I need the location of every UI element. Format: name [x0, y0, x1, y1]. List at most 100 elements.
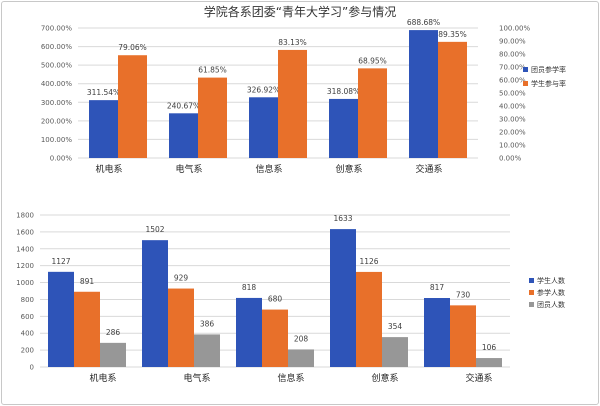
chart1-bar: [278, 49, 307, 158]
chart2-bar: [356, 271, 382, 367]
chart1-data-label: 79.06%: [118, 43, 147, 52]
chart1-left-tick-label: 700.00%: [41, 25, 72, 33]
chart1-bar: [118, 55, 147, 158]
chart1-category-label: 信息系: [255, 163, 282, 175]
chart1-bar: [438, 41, 467, 158]
chart2-tick-label: 400: [21, 330, 34, 338]
chart2-data-label: 386: [200, 319, 215, 328]
chart1-data-label: 89.35%: [438, 30, 467, 39]
chart2-bar: [450, 305, 476, 367]
chart2-tick-label: 800: [21, 296, 34, 304]
chart2-bar: [382, 337, 408, 367]
chart1-legend-swatch: [523, 67, 528, 72]
chart1-data-label: 326.92%: [247, 85, 280, 94]
chart2-legend-swatch: [529, 278, 534, 283]
chart1-right-tick-label: 20.00%: [499, 129, 526, 137]
chart1-bar: [89, 100, 118, 158]
chart2-bar: [194, 334, 220, 367]
chart2-bar: [424, 298, 450, 367]
chart1-data-label: 318.08%: [327, 87, 360, 96]
chart2-data-label: 891: [80, 277, 95, 286]
chart1-right-tick-label: 90.00%: [499, 38, 526, 46]
chart2-bar: [142, 240, 168, 367]
chart2-data-label: 1502: [145, 225, 164, 234]
chart1-data-label: 240.67%: [167, 101, 200, 110]
chart2-data-label: 106: [482, 343, 497, 352]
chart2-data-label: 1127: [51, 257, 70, 266]
chart1-right-tick-label: 80.00%: [499, 51, 526, 59]
chart2-data-label: 818: [242, 283, 257, 292]
chart2-legend-swatch: [529, 302, 534, 307]
chart2-data-label: 1633: [333, 214, 352, 223]
chart1-right-tick-label: 100.00%: [499, 25, 530, 33]
chart2-tick-label: 1800: [16, 212, 34, 220]
chart2-category-label: 电气系: [183, 372, 210, 384]
chart2-tick-label: 1200: [16, 262, 34, 270]
chart1-bar: [169, 113, 198, 158]
chart2-data-label: 208: [294, 334, 309, 343]
chart1-left-tick-label: 600.00%: [41, 43, 72, 51]
chart1-data-label: 68.95%: [358, 56, 387, 65]
chart2-data-label: 929: [174, 274, 189, 283]
chart1-left-tick-label: 0.00%: [50, 155, 73, 163]
chart2-tick-label: 600: [21, 313, 34, 321]
chart1-right-tick-label: 70.00%: [499, 64, 526, 72]
chart1-bar: [198, 77, 227, 158]
chart1-data-label: 83.13%: [278, 38, 307, 47]
chart1-title: 学院各系团委“青年大学习”参与情况: [204, 4, 396, 19]
chart2-category-label: 交通系: [465, 372, 492, 384]
chart2-bar: [74, 291, 100, 367]
chart1-right-tick-label: 10.00%: [499, 142, 526, 150]
chart1-bar: [249, 97, 278, 158]
chart2-tick-label: 200: [21, 347, 34, 355]
chart2-bar: [330, 229, 356, 367]
chart2-bar: [100, 342, 126, 367]
chart1-category-label: 电气系: [175, 163, 202, 175]
chart1-data-label: 61.85%: [198, 66, 227, 75]
chart1-category-label: 机电系: [95, 163, 122, 175]
chart1-legend-label: 团员参学率: [531, 65, 566, 74]
chart2-data-label: 817: [430, 283, 445, 292]
chart1-legend-label: 学生参与率: [531, 79, 566, 88]
chart2-tick-label: 1400: [16, 245, 34, 253]
chart1-legend-swatch: [523, 81, 528, 86]
chart2-legend-label: 学生人数: [537, 276, 565, 285]
chart1-left-tick-label: 500.00%: [41, 62, 72, 70]
chart1-right-tick-label: 60.00%: [499, 77, 526, 85]
chart2-legend-label: 参学人数: [537, 288, 565, 297]
chart2-data-label: 730: [456, 290, 471, 299]
chart2-tick-label: 1000: [16, 279, 34, 287]
chart2-data-label: 286: [106, 328, 121, 337]
chart2-bar: [236, 297, 262, 367]
chart2-category-label: 信息系: [277, 372, 304, 384]
chart2-category-label: 创意系: [371, 372, 398, 384]
chart1-left-tick-label: 100.00%: [41, 136, 72, 144]
chart2-legend-swatch: [529, 290, 534, 295]
chart2-bar: [288, 349, 314, 367]
chart1-left-tick-label: 200.00%: [41, 117, 72, 125]
chart2-data-label: 1126: [359, 257, 378, 266]
chart1-category-label: 交通系: [415, 163, 442, 175]
chart2-tick-label: 1600: [16, 228, 34, 236]
chart1-left-tick-label: 300.00%: [41, 99, 72, 107]
chart1-category-label: 创意系: [335, 163, 362, 175]
chart1-right-tick-label: 50.00%: [499, 90, 526, 98]
chart1-bar: [329, 98, 358, 158]
chart2-bar: [262, 309, 288, 367]
chart1-right-tick-label: 30.00%: [499, 116, 526, 124]
chart2-category-label: 机电系: [89, 372, 116, 384]
chart1-data-label: 688.68%: [407, 18, 440, 27]
chart1-right-tick-label: 0.00%: [499, 155, 522, 163]
chart2-bar: [48, 271, 74, 367]
chart2-data-label: 680: [268, 295, 283, 304]
chart2-data-label: 354: [388, 322, 403, 331]
chart1-bar: [409, 30, 438, 158]
chart1-data-label: 311.54%: [87, 88, 120, 97]
chart1-left-tick-label: 400.00%: [41, 80, 72, 88]
chart1-right-tick-label: 40.00%: [499, 103, 526, 111]
chart2-tick-label: 0: [30, 364, 34, 372]
chart2-bar: [168, 288, 194, 367]
chart2-bar: [476, 358, 502, 367]
